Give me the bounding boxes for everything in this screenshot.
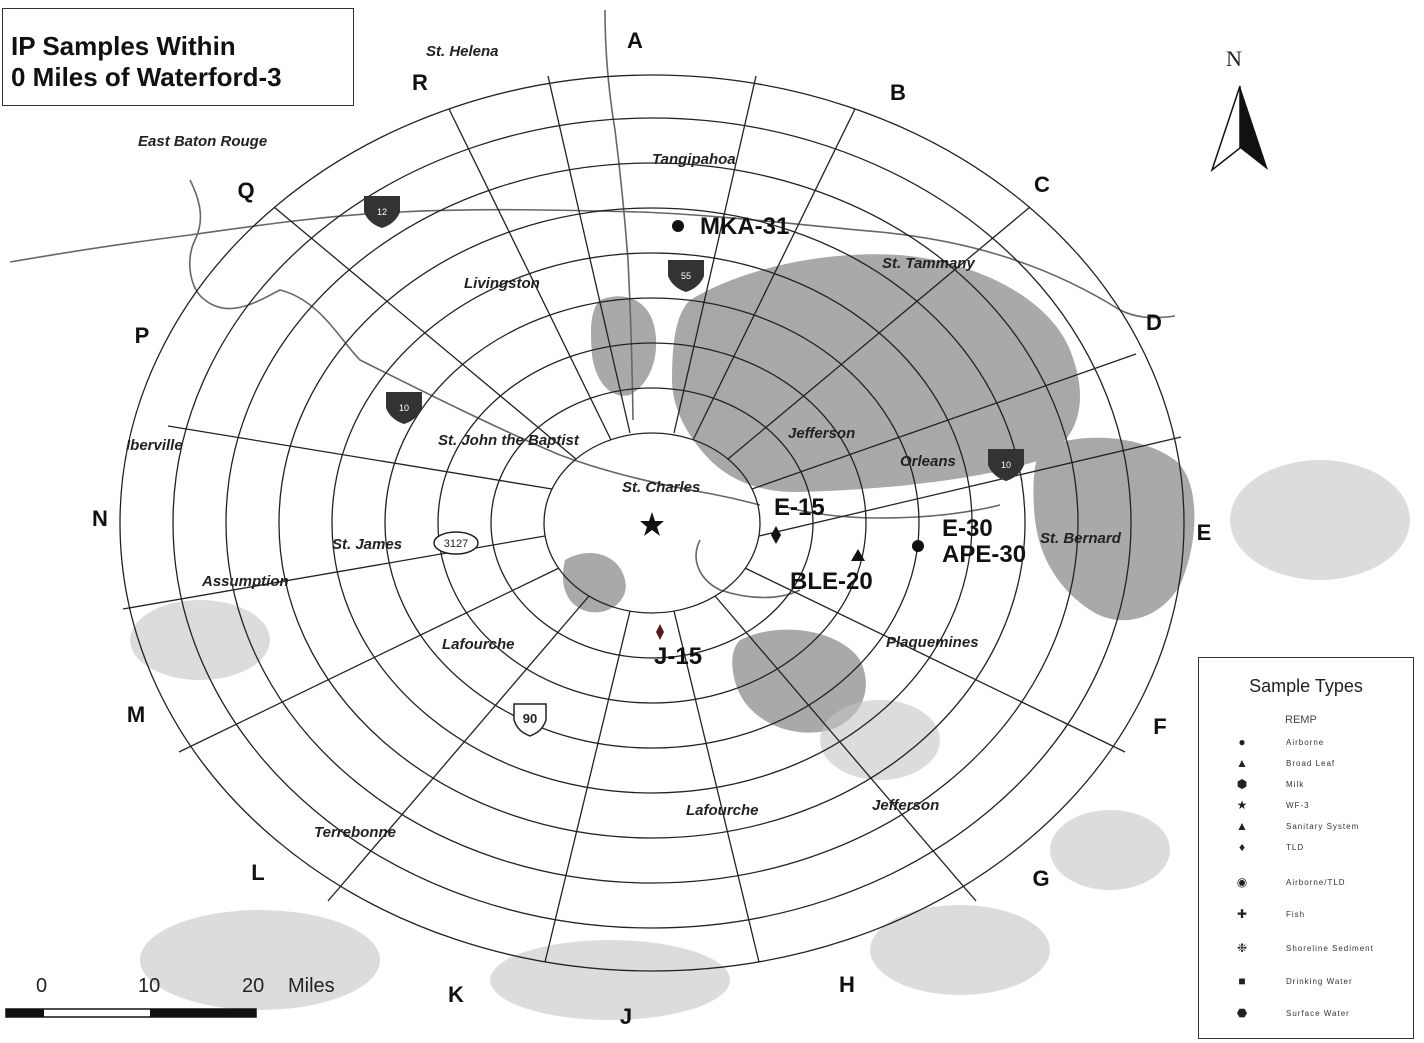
sector-label-a: A (627, 28, 643, 53)
scale-tick-20: 20 (242, 975, 265, 997)
broad-leaf-marker-icon (851, 549, 865, 561)
legend-item-surface-water: ⬣ Surface Water (1227, 1005, 1350, 1021)
legend-subtitle: REMP (1285, 714, 1317, 726)
sector-label-b: B (890, 80, 906, 105)
highway-label: 10 (1001, 460, 1011, 470)
sector-label-c: C (1034, 172, 1050, 197)
sample-label-e-15: E-15 (774, 494, 825, 521)
sector-label-g: G (1032, 866, 1049, 891)
sample-label-ble-20: BLE-20 (790, 568, 873, 595)
north-arrow-icon (1210, 85, 1268, 173)
parish-labels: St. Helena East Baton Rouge Tangipahoa L… (126, 43, 1122, 841)
scale-bar: 0 10 20 Miles (4, 975, 364, 1025)
sector-labels: A B C D E F G H J K L M N P Q R (92, 28, 1211, 1029)
legend-item-sanitary-system: ▲ Sanitary System (1227, 818, 1359, 834)
parish-label: East Baton Rouge (138, 133, 267, 150)
map-title-line-1: IP Samples Within (11, 31, 236, 61)
sector-label-r: R (412, 70, 428, 95)
parish-label: Iberville (126, 437, 183, 454)
parish-label: Jefferson (872, 797, 939, 814)
map-title-line-2: 0 Miles of Waterford-3 (11, 62, 282, 92)
drinking-water-icon: ■ (1238, 974, 1246, 988)
sector-label-d: D (1146, 310, 1162, 335)
parish-label: Orleans (900, 453, 956, 470)
tld-marker-icon (771, 526, 781, 544)
sample-labels: MKA-31 E-15 E-30 APE-30 BLE-20 J-15 (654, 213, 1026, 670)
legend-item-airborne: ● Airborne (1227, 734, 1324, 750)
highway-label: 3127 (444, 538, 468, 550)
parish-label: St. John the Baptist (438, 432, 580, 449)
milk-icon: ⬢ (1236, 777, 1248, 791)
sector-label-l: L (251, 860, 264, 885)
tld-marker-icon (656, 624, 664, 640)
parish-label: St. Charles (622, 479, 700, 496)
parish-label: St. Tammany (882, 255, 975, 272)
scale-unit: Miles (288, 975, 335, 997)
highway-label: 12 (377, 207, 387, 217)
shoreline-sediment-icon: ❉ (1236, 941, 1248, 955)
airborne-marker-icon (912, 540, 924, 552)
map-title-box: IP Samples Within 0 Miles of Waterford-3 (2, 8, 354, 106)
sector-label-m: M (127, 702, 145, 727)
sector-label-h: H (839, 972, 855, 997)
surface-water-icon: ⬣ (1236, 1006, 1248, 1020)
star-icon: ★ (1236, 798, 1248, 812)
highway-shields: 12 55 10 10 3127 90 (364, 196, 1024, 737)
parish-label: St. Bernard (1040, 530, 1122, 547)
sector-label-n: N (92, 506, 108, 531)
sector-label-q: Q (237, 178, 254, 203)
legend-item-airborne-tld: ◉ Airborne/TLD (1227, 874, 1346, 890)
waterford-3-star-icon (640, 512, 664, 536)
sanitary-system-icon: ▲ (1236, 819, 1248, 833)
fish-icon: ✚ (1236, 907, 1248, 921)
parish-label: Lafourche (686, 802, 759, 819)
airborne-icon: ● (1238, 735, 1246, 749)
sector-label-k: K (448, 982, 464, 1007)
coastal-texture (130, 460, 1410, 1020)
airborne-tld-icon: ◉ (1236, 875, 1248, 889)
parish-label: Plaquemines (886, 634, 979, 651)
sector-lines (122, 75, 1182, 963)
sector-label-p: P (135, 323, 150, 348)
rivers (9, 9, 1176, 599)
distance-rings (119, 74, 1185, 972)
sector-label-j: J (620, 1004, 632, 1029)
legend-item-milk: ⬢ Milk (1227, 776, 1304, 792)
sample-label-j-15: J-15 (654, 643, 702, 670)
parish-label: St. Helena (426, 43, 499, 60)
highway-label: 10 (399, 403, 409, 413)
scale-bar-graphic (5, 1008, 257, 1018)
legend-item-shoreline-sediment: ❉ Shoreline Sediment (1227, 940, 1374, 956)
parish-label: Lafourche (442, 636, 515, 653)
parish-label: Assumption (201, 573, 289, 590)
sample-types-legend: Sample Types REMP ● Airborne ▲ Broad Lea… (1198, 657, 1414, 1039)
legend-item-drinking-water: ■ Drinking Water (1227, 973, 1353, 989)
north-label: N (1226, 46, 1242, 71)
highway-label: 55 (681, 271, 691, 281)
scale-tick-10: 10 (138, 975, 161, 997)
broad-leaf-icon: ▲ (1236, 756, 1248, 770)
sample-markers (656, 220, 924, 640)
legend-item-broad-leaf: ▲ Broad Leaf (1227, 755, 1335, 771)
sample-label-e-30: E-30 (942, 515, 993, 542)
parish-label: Tangipahoa (652, 151, 736, 168)
legend-item-tld: ♦ TLD (1227, 839, 1304, 855)
parish-label: Jefferson (788, 425, 855, 442)
parish-label: St. James (332, 536, 402, 553)
scale-tick-0: 0 (36, 975, 48, 997)
legend-item-fish: ✚ Fish (1227, 906, 1305, 922)
sector-label-e: E (1197, 520, 1212, 545)
highway-label: 90 (523, 711, 537, 726)
tld-icon: ♦ (1238, 840, 1246, 854)
legend-title: Sample Types (1249, 676, 1363, 696)
sample-label-mka-31: MKA-31 (700, 213, 789, 240)
sector-label-f: F (1153, 714, 1166, 739)
parish-label: Livingston (464, 275, 540, 292)
parish-label: Terrebonne (314, 824, 396, 841)
sample-label-ape-30: APE-30 (942, 541, 1026, 568)
legend-item-wf3: ★ WF-3 (1227, 797, 1310, 813)
milk-marker-icon (672, 220, 684, 232)
